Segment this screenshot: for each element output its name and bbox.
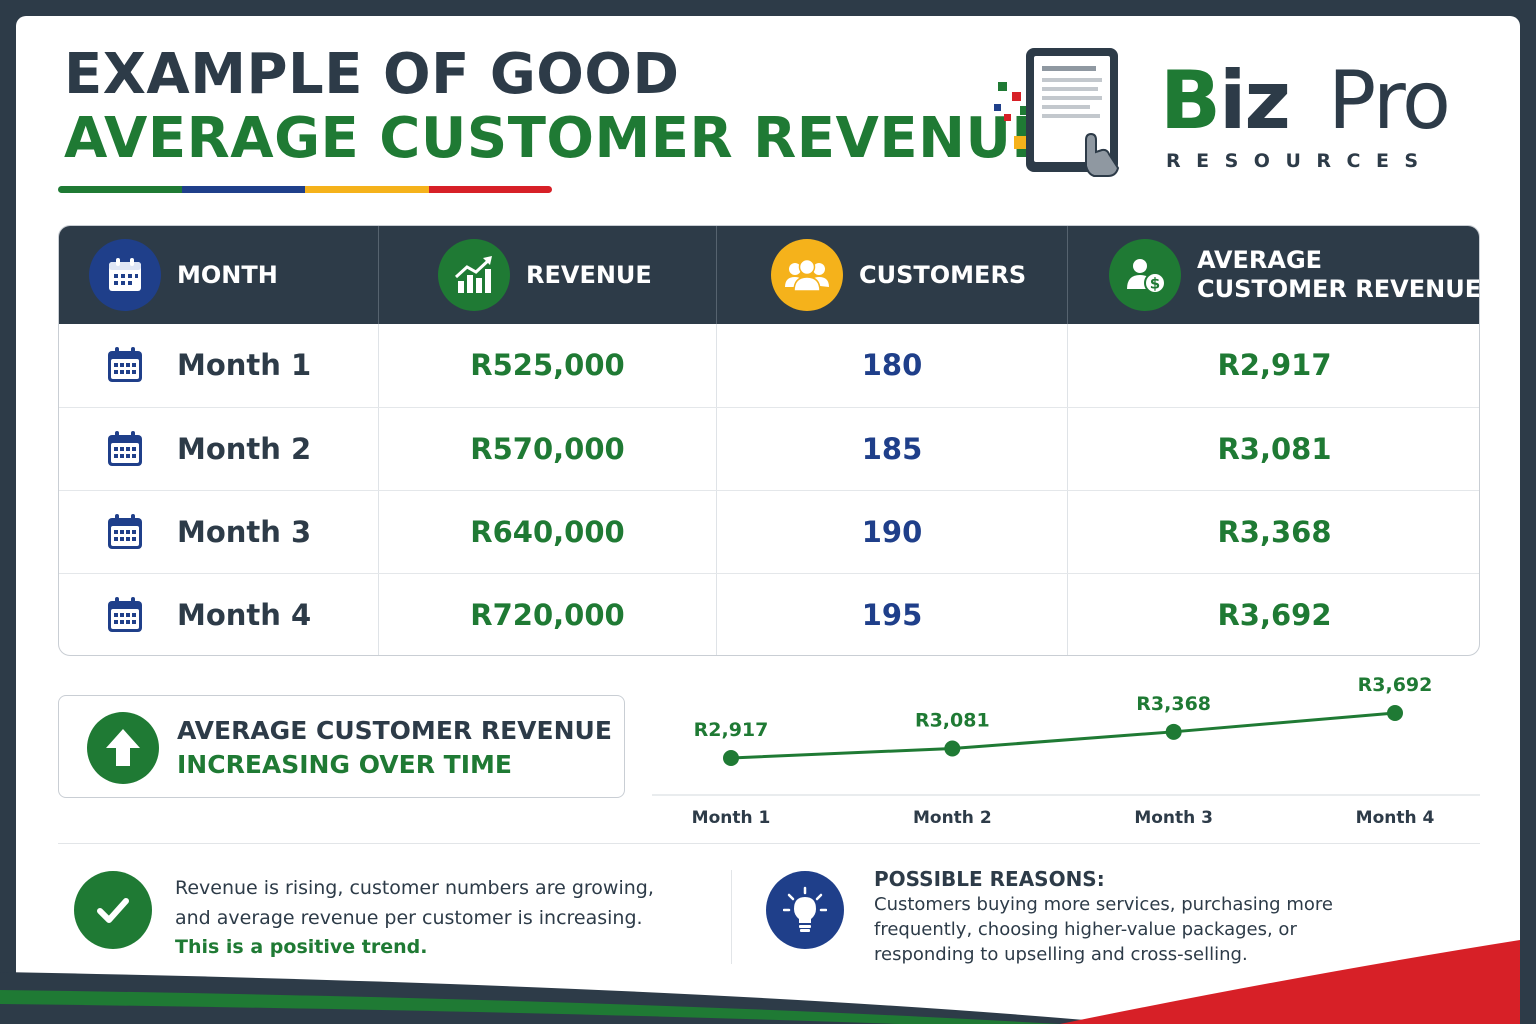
header-revenue: REVENUE	[438, 226, 652, 324]
checkmark-icon	[74, 871, 152, 949]
logo-biz-rest: iz	[1218, 54, 1291, 147]
reasons-title: POSSIBLE REASONS:	[874, 867, 1105, 891]
table-row: Month 1 R525,000 180 R2,917	[59, 324, 1479, 406]
revenue-cell: R640,000	[470, 515, 625, 549]
revenue-cell: R720,000	[470, 598, 625, 632]
x-tick-label: Month 4	[1356, 808, 1435, 828]
data-point	[944, 740, 961, 757]
summary-text: Revenue is rising, customer numbers are …	[175, 877, 654, 929]
table-row: Month 3 R640,000 190 R3,368	[59, 490, 1479, 572]
data-point	[723, 750, 739, 766]
month-label: Month 4	[177, 598, 312, 632]
logo-pro-text: Pro	[1328, 54, 1451, 147]
calendar-icon	[108, 597, 142, 632]
notes-divider	[731, 870, 732, 964]
revenue-cell: R525,000	[470, 348, 625, 382]
month-label: Month 3	[177, 515, 312, 549]
header-avg-revenue: $ AVERAGE CUSTOMER REVENUE	[1109, 226, 1480, 324]
avg-revenue-cell: R3,368	[1217, 515, 1332, 549]
bizpro-logo: Biz Pro RESOURCES	[1160, 56, 1480, 176]
data-point	[1165, 723, 1182, 740]
revenue-table: MONTH REVENUE	[58, 225, 1480, 656]
customers-icon	[771, 239, 843, 311]
summary-highlight: This is a positive trend.	[175, 936, 428, 958]
data-label: R3,692	[1358, 674, 1433, 696]
data-point	[1387, 705, 1403, 721]
reasons-text: Customers buying more services, purchasi…	[874, 894, 1333, 965]
growth-chart-icon	[438, 239, 510, 311]
calendar-icon	[108, 514, 142, 549]
data-label: R3,081	[915, 709, 990, 731]
summary-note: Revenue is rising, customer numbers are …	[175, 874, 695, 963]
series-line	[730, 711, 1396, 760]
trend-callout: AVERAGE CUSTOMER REVENUE INCREASING OVER…	[58, 695, 625, 798]
month-cell: Month 4	[105, 574, 312, 655]
month-label: Month 1	[177, 348, 312, 382]
customers-cell: 180	[861, 348, 923, 382]
x-tick-label: Month 2	[913, 808, 992, 828]
x-tick-label: Month 1	[692, 808, 771, 828]
document-tablet-icon	[994, 48, 1120, 177]
header-revenue-label: REVENUE	[526, 260, 652, 289]
trend-line1: AVERAGE CUSTOMER REVENUE	[177, 716, 612, 745]
svg-text:$: $	[1150, 275, 1160, 293]
header-customers-label: CUSTOMERS	[859, 260, 1027, 289]
month-label: Month 2	[177, 432, 312, 466]
avg-revenue-cell: R3,692	[1217, 598, 1332, 632]
data-label: R3,368	[1136, 693, 1211, 715]
calendar-icon	[108, 347, 142, 382]
avg-revenue-line-chart: R2,917 Month 1 R3,081 Month 2 R3,368 Month 3 R…	[652, 674, 1480, 828]
header-month: MONTH	[89, 226, 278, 324]
avg-revenue-cell: R2,917	[1217, 348, 1332, 382]
table-row: Month 2 R570,000 185 R3,081	[59, 407, 1479, 489]
month-cell: Month 3	[105, 491, 311, 573]
customers-cell: 190	[861, 515, 923, 549]
table-header-row: MONTH REVENUE	[59, 226, 1479, 324]
arrow-up-icon	[87, 712, 159, 784]
data-label: R2,917	[694, 719, 769, 741]
header-month-label: MONTH	[177, 260, 278, 289]
calendar-icon	[89, 239, 161, 311]
logo-biz-text: Biz	[1160, 54, 1291, 147]
table-row: Month 4 R720,000 195 R3,692	[59, 573, 1479, 655]
calendar-icon	[108, 431, 142, 466]
header-avg-line2: CUSTOMER REVENUE	[1197, 275, 1480, 303]
customers-cell: 195	[861, 598, 923, 632]
logo-subtitle: RESOURCES	[1166, 150, 1434, 172]
title-accent-stripe	[58, 186, 552, 193]
customer-revenue-icon: $	[1109, 239, 1181, 311]
month-cell: Month 1	[105, 324, 311, 406]
trend-line2: INCREASING OVER TIME	[177, 750, 512, 779]
page-title-line1: EXAMPLE OF GOOD	[64, 42, 680, 107]
x-tick-label: Month 3	[1134, 808, 1213, 828]
header-avg-line1: AVERAGE	[1197, 246, 1323, 274]
avg-revenue-cell: R3,081	[1217, 432, 1332, 466]
lightbulb-icon	[766, 871, 844, 949]
page-title-line2: AVERAGE CUSTOMER REVENUE	[64, 106, 1051, 171]
section-divider	[58, 843, 1480, 844]
revenue-cell: R570,000	[470, 432, 625, 466]
customers-cell: 185	[861, 432, 923, 466]
header-customers: CUSTOMERS	[771, 226, 1026, 324]
month-cell: Month 2	[105, 408, 311, 490]
header-avg-label: AVERAGE CUSTOMER REVENUE	[1197, 246, 1480, 304]
